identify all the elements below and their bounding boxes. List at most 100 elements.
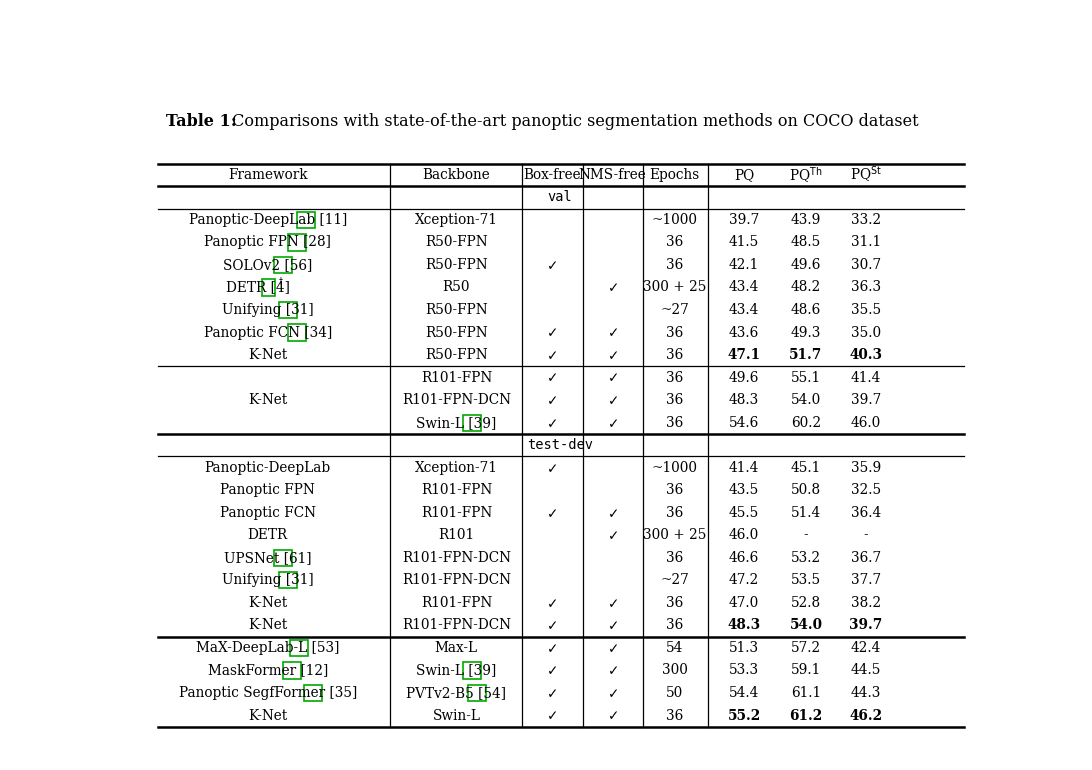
Text: 36.3: 36.3 [851,280,881,294]
Text: 50: 50 [666,686,684,700]
Text: K-Net: K-Net [248,708,287,722]
Text: 39.7: 39.7 [850,618,882,632]
Text: $\checkmark$: $\checkmark$ [606,708,618,722]
Text: 46.0: 46.0 [729,528,759,542]
Text: K-Net: K-Net [248,618,287,632]
Text: 47.2: 47.2 [729,574,759,588]
Text: $\checkmark$: $\checkmark$ [606,641,618,655]
Text: 48.6: 48.6 [791,303,821,317]
Text: $\checkmark$: $\checkmark$ [606,528,618,542]
Text: R50-FPN: R50-FPN [425,236,488,249]
Text: 45.5: 45.5 [729,506,759,520]
Text: K-Net: K-Net [248,596,287,610]
Text: -: - [804,528,808,542]
Text: Xception-71: Xception-71 [415,460,498,475]
Text: DETR: DETR [248,528,288,542]
Text: 36: 36 [666,551,684,565]
Text: 31.1: 31.1 [851,236,881,249]
Text: $\checkmark$: $\checkmark$ [606,596,618,610]
Text: 35.5: 35.5 [851,303,881,317]
Bar [284,662,301,678]
Text: $\checkmark$: $\checkmark$ [546,370,558,384]
Text: ~1000: ~1000 [652,213,698,227]
Text: $^{\dagger}$: $^{\dagger}$ [277,277,284,287]
Text: $\checkmark$: $\checkmark$ [546,326,558,340]
Bar [278,572,297,588]
Text: 36: 36 [666,506,684,520]
Bar [463,414,482,430]
Text: 41.5: 41.5 [729,236,759,249]
Text: Backbone: Backbone [423,168,490,182]
Text: $\checkmark$: $\checkmark$ [606,664,618,678]
Text: 40.3: 40.3 [850,348,882,362]
Bar [274,550,293,566]
Bar [467,685,486,701]
Text: 36: 36 [666,370,684,384]
Text: 61.2: 61.2 [790,708,822,722]
Text: 42.4: 42.4 [851,641,881,655]
Text: 36: 36 [666,258,684,272]
Text: 38.2: 38.2 [851,596,881,610]
Text: 55.2: 55.2 [727,708,761,722]
Text: 52.8: 52.8 [791,596,821,610]
Text: Comparisons with state-of-the-art panoptic segmentation methods on COCO dataset: Comparisons with state-of-the-art panopt… [227,113,918,130]
Text: 48.5: 48.5 [791,236,821,249]
Text: 54: 54 [666,641,684,655]
Text: R50-FPN: R50-FPN [425,303,488,317]
Text: 48.3: 48.3 [729,393,759,407]
Text: 50.8: 50.8 [791,484,821,497]
Text: 53.5: 53.5 [791,574,821,588]
Text: $\checkmark$: $\checkmark$ [606,370,618,384]
Text: 36: 36 [666,416,684,430]
Bar [274,257,293,273]
Text: R101-FPN-DCN: R101-FPN-DCN [402,393,511,407]
Text: Swin-L [39]: Swin-L [39] [416,664,497,678]
Text: R50-FPN: R50-FPN [425,326,488,340]
Text: UPSNet [61]: UPSNet [61] [224,551,311,565]
Bar [278,302,297,318]
Bar [262,280,275,296]
Text: Unifying [31]: Unifying [31] [222,574,313,588]
Text: MaskFormer [12]: MaskFormer [12] [207,664,328,678]
Text: 41.4: 41.4 [729,460,759,475]
Text: 57.2: 57.2 [791,641,821,655]
Text: $\checkmark$: $\checkmark$ [546,686,558,700]
Text: $\checkmark$: $\checkmark$ [606,326,618,340]
Text: 32.5: 32.5 [851,484,881,497]
Text: K-Net: K-Net [248,393,287,407]
Text: $\checkmark$: $\checkmark$ [606,416,618,430]
Text: $\checkmark$: $\checkmark$ [606,393,618,407]
Text: 49.6: 49.6 [729,370,759,384]
Text: 35.0: 35.0 [851,326,881,340]
Text: $\checkmark$: $\checkmark$ [546,258,558,272]
Text: $\checkmark$: $\checkmark$ [546,416,558,430]
Text: 54.0: 54.0 [791,393,821,407]
Text: K-Net: K-Net [248,348,287,362]
Text: $\checkmark$: $\checkmark$ [546,708,558,722]
Text: val: val [547,190,572,204]
Text: 36: 36 [666,236,684,249]
Bar [288,234,306,250]
Text: $\checkmark$: $\checkmark$ [606,506,618,520]
Text: 35.9: 35.9 [851,460,881,475]
Text: 36.7: 36.7 [851,551,881,565]
Text: 46.6: 46.6 [729,551,759,565]
Text: $\checkmark$: $\checkmark$ [606,618,618,632]
Text: 36: 36 [666,393,684,407]
Text: NMS-free: NMS-free [579,168,646,182]
Text: 49.6: 49.6 [791,258,821,272]
Text: 43.6: 43.6 [729,326,759,340]
Text: 51.7: 51.7 [790,348,822,362]
Text: PQ$^{\rm Th}$: PQ$^{\rm Th}$ [790,165,822,185]
Bar [297,212,314,228]
Text: DETR [4]: DETR [4] [226,280,289,294]
Text: Panoptic FPN: Panoptic FPN [221,484,316,497]
Text: 60.2: 60.2 [791,416,821,430]
Text: Unifying [31]: Unifying [31] [222,303,313,317]
Text: test-dev: test-dev [526,438,593,452]
Text: 36: 36 [666,484,684,497]
Text: $\checkmark$: $\checkmark$ [546,460,558,475]
Text: R50: R50 [442,280,471,294]
Text: R101-FPN-DCN: R101-FPN-DCN [402,551,511,565]
Text: R101-FPN: R101-FPN [420,596,492,610]
